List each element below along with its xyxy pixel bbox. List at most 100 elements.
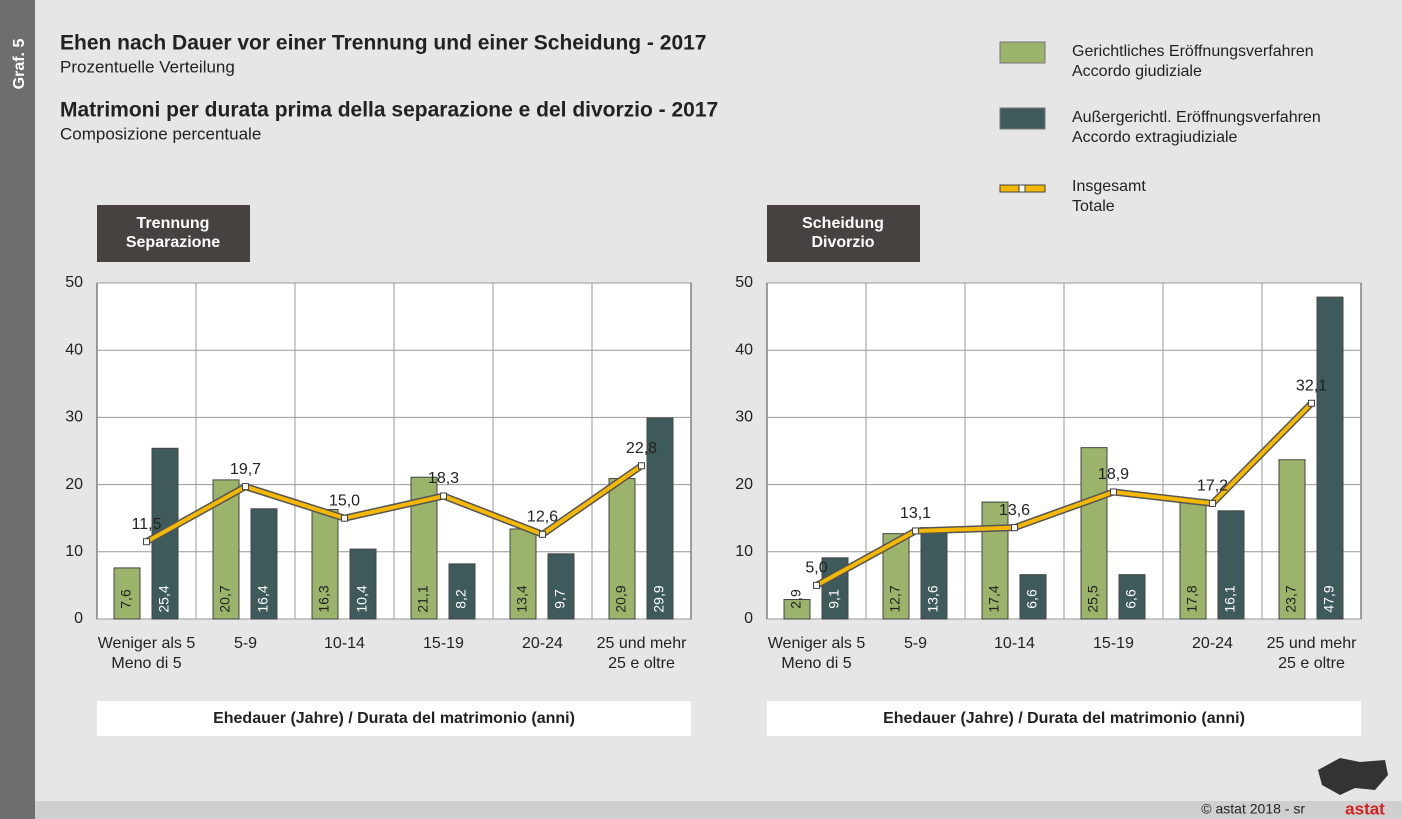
tag: Graf. 5 [11, 39, 28, 90]
footer-strip [35, 801, 1402, 819]
line-label: 19,7 [230, 461, 261, 478]
panel-label: Scheidung [802, 215, 884, 232]
x-tick-label: 15-19 [1093, 635, 1134, 652]
logo: astat [1345, 799, 1385, 818]
data-label: 25,4 [156, 585, 172, 612]
data-label: 29,9 [651, 585, 667, 612]
line-marker [1011, 524, 1018, 532]
logo-map [1318, 758, 1388, 795]
data-label: 2,9 [788, 589, 804, 609]
data-label: 9,7 [552, 589, 568, 609]
panel-label-box [767, 205, 920, 262]
side-strip [0, 0, 35, 819]
line-marker [813, 581, 820, 589]
legend-swatch [999, 41, 1046, 64]
bar [920, 527, 948, 620]
line-label: 13,1 [900, 505, 931, 522]
line [815, 401, 1313, 588]
bar [113, 567, 141, 620]
line-marker [1110, 488, 1117, 496]
bar [1316, 296, 1344, 620]
x-tick-label: Meno di 5 [781, 655, 851, 672]
line-marker [539, 530, 546, 538]
subtitle: Prozentuelle Verteilung [60, 57, 235, 76]
line-label: 17,2 [1197, 478, 1228, 495]
line-label: 15,0 [329, 492, 360, 509]
line-marker [638, 462, 645, 470]
x-tick-label: Weniger als 5 [768, 635, 866, 652]
line-label: 11,5 [132, 516, 162, 533]
legend-label: Außergerichtl. Eröffnungsverfahren [1072, 109, 1321, 126]
bar [1217, 510, 1245, 620]
line-marker [341, 514, 348, 522]
y-tick-label: 50 [735, 274, 753, 291]
bar [646, 417, 674, 620]
line-marker [143, 538, 150, 546]
line-marker [242, 483, 249, 491]
xlabel-box [97, 701, 691, 736]
x-tick-label: 5-9 [234, 635, 257, 652]
bar [250, 508, 278, 620]
title: Ehen nach Dauer vor einer Trennung und e… [60, 32, 706, 55]
legend-label: Accordo giudiziale [1072, 63, 1202, 80]
bar [547, 553, 575, 620]
line-label: 13,6 [999, 502, 1030, 519]
x-tick-label: 20-24 [1192, 635, 1233, 652]
x-axis-label: Ehedauer (Jahre) / Durata del matrimonio… [213, 710, 575, 727]
xlabel-box [767, 701, 1361, 736]
x-tick-label: 20-24 [522, 635, 563, 652]
line-label: 22,8 [626, 440, 657, 457]
y-tick-label: 50 [65, 274, 83, 291]
y-tick-label: 30 [65, 409, 83, 426]
x-axis-label: Ehedauer (Jahre) / Durata del matrimonio… [883, 710, 1245, 727]
data-label: 23,7 [1283, 585, 1299, 612]
x-tick-label: Meno di 5 [111, 655, 181, 672]
panel-label: Divorzio [811, 234, 874, 251]
bar [311, 508, 339, 620]
bar [1019, 574, 1047, 620]
y-tick-label: 40 [735, 341, 753, 358]
data-label: 13,4 [514, 585, 530, 612]
bar [1118, 574, 1146, 620]
legend-label: Totale [1072, 198, 1115, 215]
data-label: 6,6 [1123, 589, 1139, 609]
data-label: 6,6 [1024, 589, 1040, 609]
line-label: 5,0 [805, 560, 827, 577]
panel-label: Trennung [137, 215, 210, 232]
data-label: 21,1 [415, 585, 431, 612]
x-tick-label: 15-19 [423, 635, 464, 652]
bar [1179, 498, 1207, 620]
line-marker [440, 492, 447, 500]
line-label: 18,9 [1098, 466, 1129, 483]
line-label: 18,3 [428, 470, 459, 487]
data-label: 20,9 [613, 585, 629, 612]
x-tick-label: 25 e oltre [608, 655, 675, 672]
bar [783, 599, 811, 620]
legend-marker [1018, 184, 1026, 193]
y-tick-label: 0 [74, 610, 83, 627]
line [145, 464, 643, 544]
y-tick-label: 0 [744, 610, 753, 627]
legend-label: Accordo extragiudiziale [1072, 129, 1238, 146]
bar [608, 478, 636, 620]
line-label: 12,6 [527, 509, 558, 526]
x-tick-label: 25 e oltre [1278, 655, 1345, 672]
data-label: 8,2 [453, 589, 469, 609]
data-label: 17,8 [1184, 585, 1200, 612]
y-tick-label: 10 [735, 543, 753, 560]
legend-label: Insgesamt [1072, 178, 1146, 195]
legend-label: Gerichtliches Eröffnungsverfahren [1072, 43, 1314, 60]
data-label: 10,4 [354, 585, 370, 612]
line-marker [1308, 399, 1315, 407]
y-tick-label: 20 [735, 476, 753, 493]
legend-swatch [999, 107, 1046, 130]
x-tick-label: 10-14 [994, 635, 1035, 652]
data-label: 20,7 [217, 585, 233, 612]
data-label: 13,6 [925, 585, 941, 612]
panel-label: Separazione [126, 234, 220, 251]
line-marker [1209, 499, 1216, 507]
x-tick-label: 10-14 [324, 635, 365, 652]
bar [448, 563, 476, 620]
data-label: 7,6 [118, 589, 134, 609]
